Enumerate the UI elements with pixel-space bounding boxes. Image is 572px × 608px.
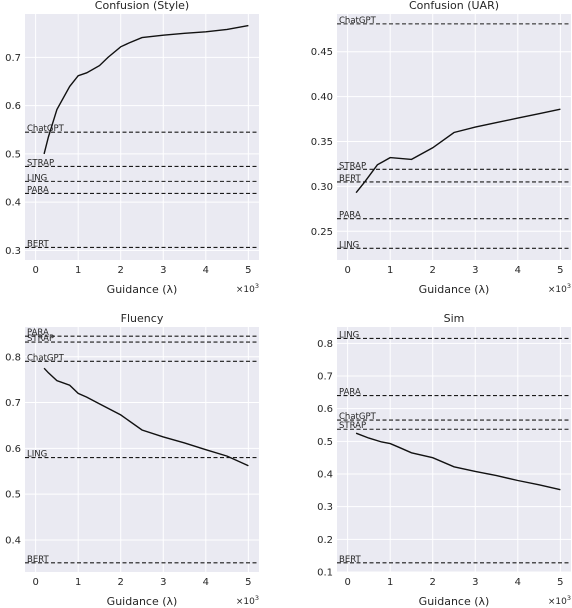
baseline-label: PARA bbox=[27, 185, 49, 195]
y-tick-label: 0.4 bbox=[317, 470, 333, 481]
y-tick-label: 0.5 bbox=[5, 490, 21, 501]
x-tick-label: 1 bbox=[75, 577, 81, 588]
x-tick-label: 0 bbox=[344, 577, 350, 588]
x-axis-label: Guidance (λ) bbox=[107, 283, 178, 296]
x-tick-label: 1 bbox=[75, 265, 81, 276]
y-tick-label: 0.7 bbox=[5, 53, 21, 64]
y-tick-label: 0.7 bbox=[5, 398, 21, 409]
y-tick-label: 0.35 bbox=[311, 137, 333, 148]
x-axis-label: Guidance (λ) bbox=[107, 595, 178, 608]
x-tick-label: 0 bbox=[32, 265, 38, 276]
x-tick-label: 3 bbox=[160, 577, 166, 588]
baseline-label: STRAP bbox=[339, 421, 366, 431]
y-tick-label: 0.4 bbox=[5, 198, 21, 209]
subplot-2: 0 1 2 3 4 5 0.25 0.30 0.35 0.40 0.45 ChatGPT STRAP BE… bbox=[311, 0, 571, 296]
subplot-1: 0 1 2 3 4 5 0.3 0.4 0.5 0.6 0.7 ChatGPT STRAP LING PAR… bbox=[5, 0, 259, 296]
baseline-label: BERT bbox=[27, 555, 49, 565]
y-tick-label: 0.45 bbox=[311, 47, 333, 58]
y-tick-label: 0.6 bbox=[5, 444, 21, 455]
subplot-title: Fluency bbox=[121, 312, 164, 325]
y-tick-label: 0.7 bbox=[317, 372, 333, 383]
x-tick-label: 2 bbox=[430, 265, 436, 276]
y-tick-label: 0.6 bbox=[5, 101, 21, 112]
x-tick-label: 4 bbox=[515, 577, 521, 588]
y-tick-label: 0.3 bbox=[5, 246, 21, 257]
baseline-label: BERT bbox=[339, 174, 361, 184]
y-tick-label: 0.8 bbox=[317, 339, 333, 350]
x-tick-label: 5 bbox=[557, 265, 563, 276]
x-tick-label: 5 bbox=[245, 577, 251, 588]
y-tick-label: 0.5 bbox=[317, 437, 333, 448]
x-tick-label: 0 bbox=[32, 577, 38, 588]
x-tick-label: 2 bbox=[430, 577, 436, 588]
x-tick-label: 1 bbox=[387, 577, 393, 588]
plot-area bbox=[337, 327, 571, 572]
x-tick-label: 5 bbox=[557, 577, 563, 588]
baseline-label: LING bbox=[339, 240, 359, 250]
plot-area bbox=[25, 14, 259, 260]
y-tick-label: 0.40 bbox=[311, 92, 333, 103]
x-axis-multiplier: ×103 bbox=[548, 594, 571, 607]
y-tick-label: 0.3 bbox=[317, 502, 333, 513]
x-axis-multiplier: ×103 bbox=[548, 282, 571, 295]
baseline-label: ChatGPT bbox=[339, 412, 377, 422]
baseline-label: LING bbox=[27, 450, 47, 460]
series-line-1 bbox=[43, 367, 249, 467]
baseline-label: ChatGPT bbox=[339, 16, 377, 26]
x-tick-label: 3 bbox=[472, 577, 478, 588]
x-tick-label: 3 bbox=[472, 265, 478, 276]
y-tick-label: 0.30 bbox=[311, 182, 333, 193]
x-tick-label: 4 bbox=[515, 265, 521, 276]
y-tick-label: 0.2 bbox=[317, 535, 333, 546]
baseline-label: LING bbox=[27, 173, 47, 183]
x-tick-label: 3 bbox=[160, 265, 166, 276]
baseline-label: BERT bbox=[27, 239, 49, 249]
x-tick-label: 4 bbox=[203, 577, 209, 588]
x-tick-label: 1 bbox=[387, 265, 393, 276]
y-tick-label: 0.8 bbox=[5, 352, 21, 363]
x-axis-multiplier: ×103 bbox=[236, 594, 259, 607]
x-axis-label: Guidance (λ) bbox=[419, 595, 490, 608]
baseline-label: STRAP bbox=[339, 161, 366, 171]
series-line-1 bbox=[355, 108, 561, 194]
baseline-label: STRAP bbox=[27, 334, 54, 344]
baseline-label: STRAP bbox=[27, 158, 54, 168]
baseline-label: ChatGPT bbox=[27, 124, 65, 134]
y-tick-label: 0.6 bbox=[317, 404, 333, 415]
y-tick-label: 0.1 bbox=[317, 568, 333, 579]
x-tick-label: 2 bbox=[118, 265, 124, 276]
subplot-4: 0 1 2 3 4 5 0.1 0.2 0.3 0.4 0.5 0.6 0.7 0.8 LING PARA Ch… bbox=[317, 312, 571, 608]
x-axis-multiplier: ×103 bbox=[236, 282, 259, 295]
baseline-label: LING bbox=[339, 330, 359, 340]
baseline-label: ChatGPT bbox=[27, 353, 65, 363]
series-line-1 bbox=[43, 24, 249, 155]
plot-area bbox=[337, 14, 571, 260]
baseline-label: BERT bbox=[339, 555, 361, 565]
subplot-title: Confusion (Style) bbox=[95, 0, 189, 12]
baseline-label: PARA bbox=[27, 328, 49, 338]
plot-area bbox=[25, 327, 259, 572]
x-tick-label: 5 bbox=[245, 265, 251, 276]
x-tick-label: 4 bbox=[203, 265, 209, 276]
x-tick-label: 2 bbox=[118, 577, 124, 588]
x-axis-label: Guidance (λ) bbox=[419, 283, 490, 296]
y-tick-label: 0.5 bbox=[5, 149, 21, 160]
x-tick-label: 0 bbox=[344, 265, 350, 276]
y-tick-label: 0.4 bbox=[5, 535, 21, 546]
y-tick-label: 0.25 bbox=[311, 227, 333, 238]
series-line-1 bbox=[355, 432, 561, 491]
baseline-label: PARA bbox=[339, 388, 361, 398]
subplot-title: Confusion (UAR) bbox=[409, 0, 499, 12]
subplot-title: Sim bbox=[444, 312, 465, 325]
baseline-label: PARA bbox=[339, 211, 361, 221]
